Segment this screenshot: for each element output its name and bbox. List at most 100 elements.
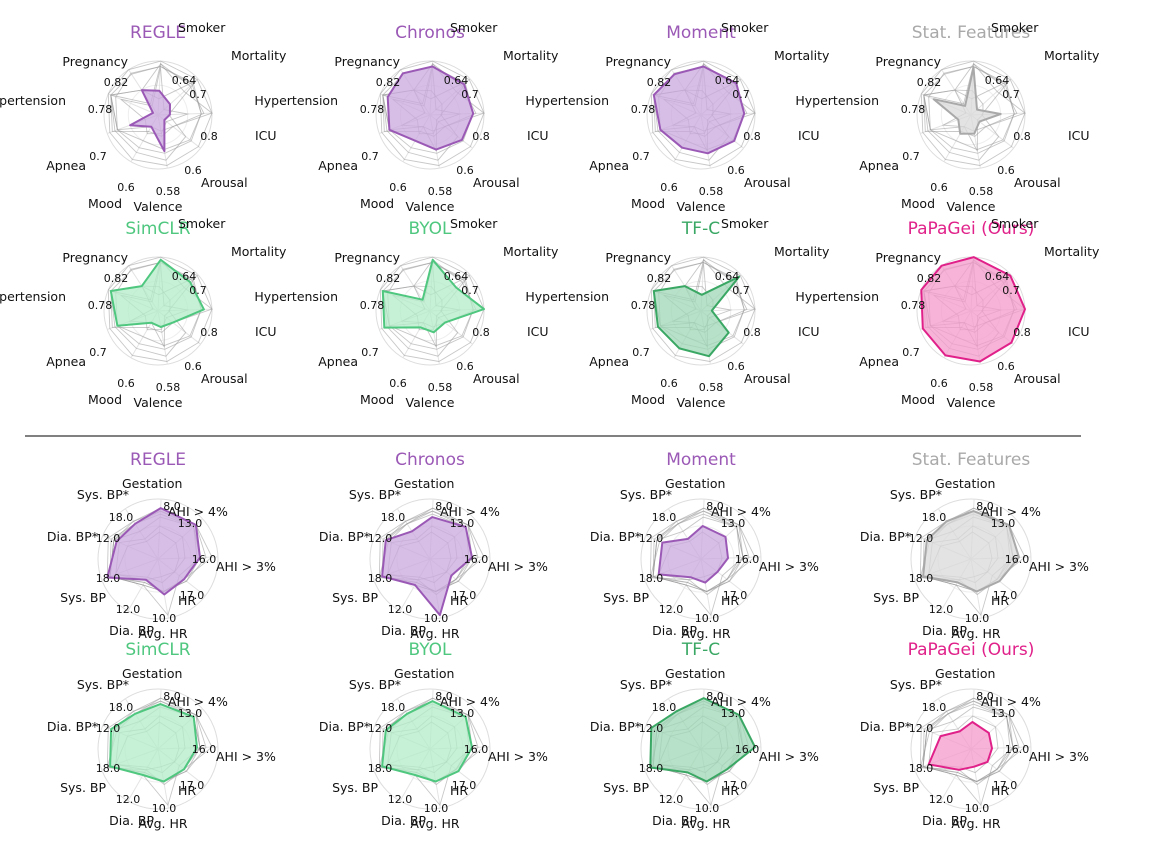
bottom-byol-tick-label: 18.0	[368, 762, 393, 775]
bottom-tf-c-tick-label: 12.0	[639, 722, 664, 735]
top-byol-outer-grid	[375, 256, 485, 366]
top-moment-series-area	[652, 65, 746, 155]
bottom-chronos-title: Chronos	[395, 450, 465, 470]
top-tf-c-axis-label: Smoker	[721, 216, 769, 231]
bottom-stat-features-title: Stat. Features	[912, 450, 1031, 470]
bottom-simclr-tick-label: 16.0	[192, 743, 217, 756]
top-chronos-tick-label: 0.6	[456, 164, 474, 177]
bottom-tf-c-axis-label: Sys. BP*	[620, 677, 672, 692]
top-simclr-tick-label: 0.82	[104, 272, 129, 285]
top-moment-axis-label: ICU	[798, 128, 820, 143]
bottom-simclr-axis-label: Gestation	[122, 666, 182, 681]
bottom-moment-ghost-series	[649, 507, 756, 593]
bottom-stat-features-axis-label: Sys. BP	[873, 590, 919, 605]
top-chronos-axis-label: Arousal	[473, 175, 520, 190]
bottom-stat-features-tick-label: 12.0	[929, 603, 954, 616]
top-moment-tick-label: 0.6	[660, 181, 678, 194]
top-regle-tick-label: 0.7	[89, 150, 107, 163]
top-regle-tick-label: 0.64	[172, 74, 197, 87]
bottom-simclr-tick-label: 17.0	[180, 779, 205, 792]
top-chronos-title: Chronos	[395, 23, 465, 43]
top-regle-axis-label: Apnea	[46, 158, 86, 173]
top-tf-c-axis-label: ICU	[798, 324, 820, 339]
top-byol-tick-label: 0.64	[444, 270, 469, 283]
top-simclr-tick-label: 0.64	[172, 270, 197, 283]
bottom-byol-tick-label: 8.0	[435, 690, 453, 703]
bottom-simclr-axis-label: Sys. BP*	[77, 677, 129, 692]
bottom-chronos-tick-label: 18.0	[368, 572, 393, 585]
bottom-regle-axis-label: AHI > 3%	[216, 559, 276, 574]
bottom-tf-c-outer-grid	[640, 688, 762, 810]
bottom-tf-c-axis-label: Sys. BP	[603, 780, 649, 795]
top-byol-axis-label: Mortality	[503, 244, 559, 259]
top-tf-c-tick-label: 0.78	[631, 299, 656, 312]
top-chronos-tick-label: 0.6	[389, 181, 407, 194]
bottom-tf-c-tick-label: 8.0	[706, 690, 724, 703]
top-regle-tick-label: 0.8	[200, 130, 218, 143]
top-regle-tick-label: 0.6	[117, 181, 135, 194]
bottom-stat-features-tick-label: 12.0	[909, 532, 934, 545]
top-chronos-tick-label: 0.64	[444, 74, 469, 87]
bottom-papagei-ours-tick-label: 17.0	[993, 779, 1018, 792]
bottom-regle-tick-label: 18.0	[109, 511, 134, 524]
bottom-tf-c-tick-label: 12.0	[659, 793, 684, 806]
top-tf-c-tick-label: 0.7	[632, 346, 650, 359]
top-simclr-axis-label: ICU	[255, 324, 277, 339]
top-papagei-ours-tick-label: 0.58	[969, 381, 994, 394]
top-chronos-axis-label: Pregnancy	[334, 54, 400, 69]
top-papagei-ours-axis-label: Mortality	[1044, 244, 1100, 259]
top-moment-tick-label: 0.82	[647, 76, 672, 89]
top-simclr-tick-label: 0.6	[184, 360, 202, 373]
bottom-papagei-ours-axis-label: Sys. BP	[873, 780, 919, 795]
top-byol-axis-label: Smoker	[450, 216, 498, 231]
top-chronos-outer-grid	[375, 60, 485, 170]
bottom-stat-features-tick-label: 17.0	[993, 589, 1018, 602]
bottom-moment-series-area	[657, 525, 729, 584]
bottom-regle-tick-label: 16.0	[192, 553, 217, 566]
bottom-chronos-axis-label: AHI > 4%	[440, 504, 500, 519]
top-simclr-series-area	[109, 258, 205, 328]
top-chronos-axis-label: Smoker	[450, 20, 498, 35]
bottom-byol-tick-label: 12.0	[368, 722, 393, 735]
bottom-byol-axis-label: Gestation	[394, 666, 454, 681]
top-simclr-tick-label: 0.8	[200, 326, 218, 339]
top-simclr-outer-grid	[103, 256, 213, 366]
bottom-byol-axis-label: AHI > 4%	[440, 694, 500, 709]
top-papagei-ours-tick-label: 0.78	[901, 299, 926, 312]
bottom-papagei-ours-axis-label: AHI > 3%	[1029, 749, 1089, 764]
top-regle-axis-label: Arousal	[201, 175, 248, 190]
top-chronos-axis-label: ICU	[527, 128, 549, 143]
top-regle-axis-label: ICU	[255, 128, 277, 143]
top-regle-spoke	[108, 93, 159, 116]
top-moment-tick-label: 0.7	[732, 88, 750, 101]
bottom-regle-tick-label: 10.0	[152, 612, 177, 625]
top-tf-c-ghost-series	[650, 256, 756, 362]
top-chronos-axis-label: Hypertension	[254, 93, 338, 108]
bottom-papagei-ours-axis-label: Avg. HR	[951, 816, 1000, 831]
bottom-stat-features-tick-label: 18.0	[909, 572, 934, 585]
top-tf-c-tick-label: 0.82	[647, 272, 672, 285]
top-moment-tick-label: 0.58	[699, 185, 724, 198]
top-tf-c-tick-label: 0.6	[727, 360, 745, 373]
top-papagei-ours-tick-label: 0.82	[917, 272, 942, 285]
bottom-simclr-axis-label: Dia. BP*	[47, 719, 98, 734]
bottom-stat-features-series-area	[922, 510, 1020, 593]
top-papagei-ours-axis-label: Pregnancy	[875, 250, 941, 265]
bottom-tf-c-tick-label: 18.0	[652, 701, 677, 714]
bottom-papagei-ours-axis-label: AHI > 4%	[981, 694, 1041, 709]
top-byol-axis-label: Arousal	[473, 371, 520, 386]
top-chronos-axis-label: Apnea	[318, 158, 358, 173]
bottom-moment-axis-label: Dia. BP*	[590, 529, 641, 544]
bottom-simclr-title: SimCLR	[125, 640, 190, 660]
top-simclr-axis-label: Mortality	[231, 244, 287, 259]
bottom-regle-title: REGLE	[130, 450, 186, 470]
bottom-chronos-series-area	[381, 516, 473, 617]
bottom-byol-axis-label: AHI > 3%	[488, 749, 548, 764]
top-regle-axis-label: Smoker	[178, 20, 226, 35]
top-stat-features-axis-label: Apnea	[859, 158, 899, 173]
top-tf-c-axis-label: Mood	[631, 392, 665, 407]
bottom-chronos-axis-label: Gestation	[394, 476, 454, 491]
bottom-tf-c-axis-label: Dia. BP	[652, 813, 697, 828]
top-tf-c-tick-label: 0.6	[660, 377, 678, 390]
bottom-stat-features-axis-label: Sys. BP*	[890, 487, 942, 502]
